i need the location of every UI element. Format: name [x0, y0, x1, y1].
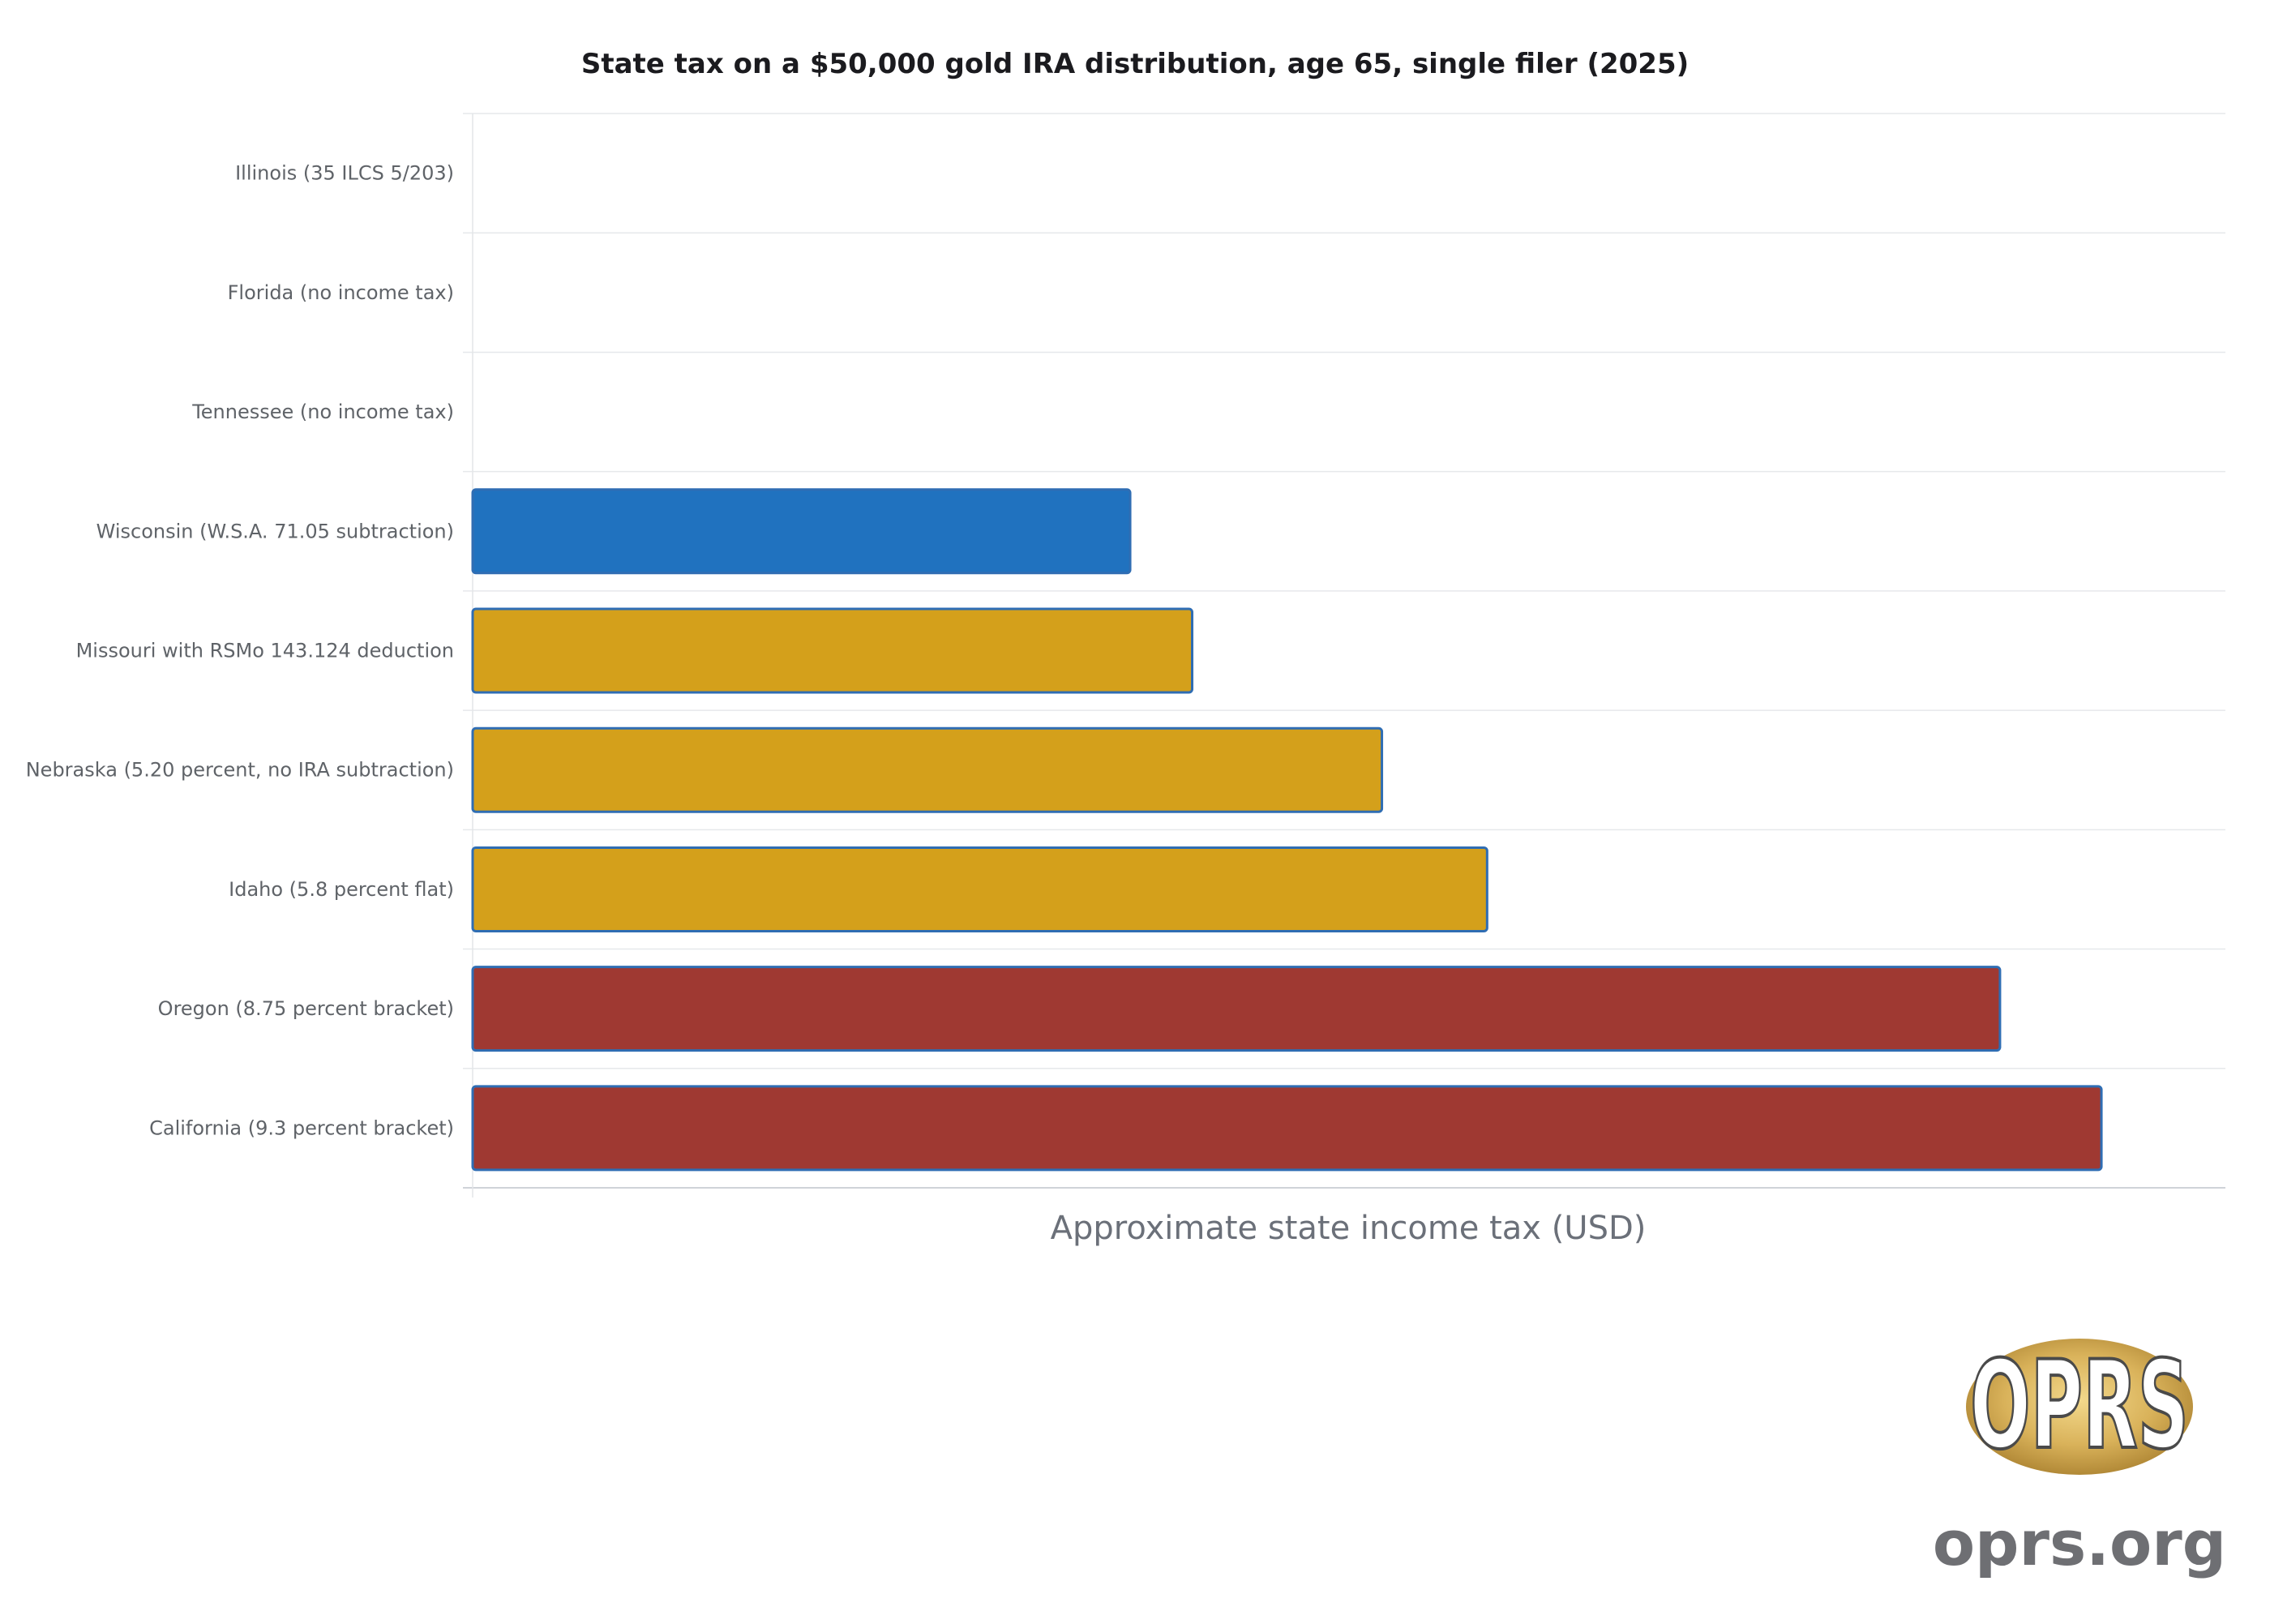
category-label: Tennessee (no income tax) [191, 401, 454, 423]
category-labels: Illinois (35 ILCS 5/203) Florida (no inco… [26, 162, 454, 1140]
bar [471, 607, 1194, 694]
logo-emblem [1966, 1339, 2193, 1475]
category-label: Oregon (8.75 percent bracket) [158, 997, 454, 1020]
bar [471, 488, 1132, 575]
category-label: Nebraska (5.20 percent, no IRA subtracti… [26, 759, 454, 782]
gridlines [463, 113, 2225, 1198]
bar [471, 1085, 2103, 1172]
chart-title: State tax on a $50,000 gold IRA distribu… [581, 48, 1689, 80]
oprs-logo: OPRS oprs.org [1933, 1334, 2226, 1579]
category-label: Wisconsin (W.S.A. 71.05 subtraction) [96, 520, 454, 542]
bars [471, 488, 2103, 1172]
bar [471, 966, 2002, 1052]
logo-emblem-text: OPRS [1970, 1335, 2189, 1476]
category-label: Florida (no income tax) [228, 281, 454, 304]
category-label: Idaho (5.8 percent flat) [229, 878, 454, 901]
category-label: California (9.3 percent bracket) [149, 1116, 454, 1139]
bar [471, 726, 1384, 813]
category-label: Missouri with RSMo 143.124 deduction [76, 640, 454, 662]
logo-site-text: oprs.org [1933, 1507, 2226, 1579]
x-axis-title: Approximate state income tax (USD) [1051, 1210, 1647, 1247]
bar [471, 846, 1488, 932]
category-label: Illinois (35 ILCS 5/203) [235, 162, 454, 185]
